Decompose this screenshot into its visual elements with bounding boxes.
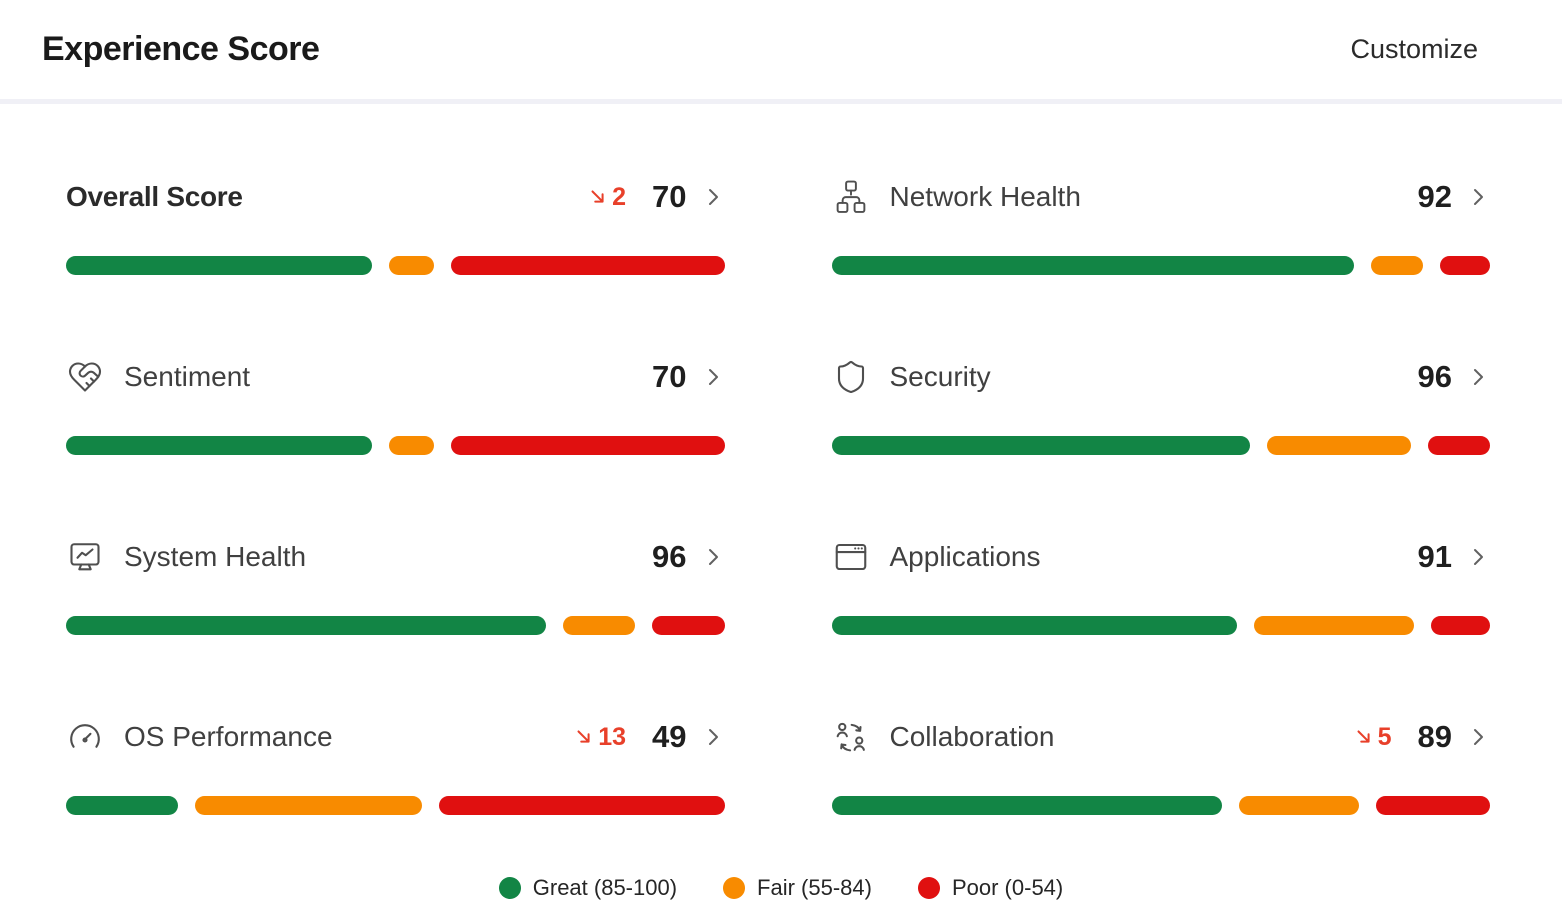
bar-segment-fair	[1239, 796, 1360, 815]
arrow-down-right-icon	[577, 730, 590, 743]
bar-segment-poor	[1427, 436, 1490, 455]
metric-label: Sentiment	[124, 361, 251, 392]
bar-segment-great	[831, 616, 1237, 635]
metric-card-applications[interactable]: Applications 91	[831, 536, 1491, 635]
score-distribution-bar	[66, 436, 725, 455]
customize-button[interactable]: Customize	[1350, 34, 1478, 64]
legend-item-great: Great (85-100)	[498, 875, 678, 901]
chevron-right-icon[interactable]	[701, 545, 725, 569]
bar-segment-fair	[195, 796, 423, 815]
metric-card-collaboration[interactable]: Collaboration 5 89	[831, 716, 1490, 815]
chevron-right-icon[interactable]	[1466, 185, 1490, 209]
page-title: Experience Score	[42, 30, 320, 68]
chevron-right-icon[interactable]	[1466, 545, 1490, 569]
metric-score: 89	[1417, 719, 1452, 754]
metric-score: 92	[1417, 179, 1452, 214]
shield-icon	[832, 358, 870, 396]
monitor-chart-icon	[66, 538, 104, 576]
score-distribution-bar	[66, 616, 725, 635]
score-distribution-bar	[831, 616, 1491, 635]
score-distribution-bar	[831, 256, 1490, 275]
score-decline-indicator: 2	[587, 183, 626, 212]
poor-dot-icon	[917, 877, 940, 899]
metric-card-system-health[interactable]: System Health 96	[66, 536, 725, 635]
bar-segment-fair	[1267, 436, 1411, 455]
metric-card-os-performance[interactable]: OS Performance 13 49	[66, 716, 725, 815]
metric-score: 70	[652, 179, 687, 214]
bar-segment-fair	[1253, 616, 1415, 635]
bar-segment-great	[831, 256, 1354, 275]
chevron-right-icon[interactable]	[701, 365, 725, 389]
app-window-icon	[832, 538, 870, 576]
metrics-grid: Overall Score 2 70	[66, 176, 1491, 815]
chevron-right-icon[interactable]	[701, 185, 725, 209]
score-distribution-bar	[831, 796, 1490, 815]
bar-segment-fair	[562, 616, 636, 635]
metric-score: 91	[1417, 539, 1452, 574]
heart-handshake-icon	[66, 358, 104, 396]
metric-label: Security	[889, 361, 991, 392]
bar-segment-great	[66, 796, 178, 815]
legend-item-fair: Fair (55-84)	[723, 875, 872, 901]
bar-segment-fair	[388, 256, 435, 275]
great-dot-icon	[498, 877, 521, 899]
metric-label: Collaboration	[889, 721, 1055, 752]
arrow-down-right-icon	[1357, 730, 1370, 743]
network-icon	[832, 178, 870, 216]
score-decline-indicator: 13	[573, 723, 626, 752]
bar-segment-poor	[1431, 616, 1491, 635]
bar-segment-great	[66, 616, 546, 635]
bar-segment-great	[66, 436, 372, 455]
page-header: Experience Score Customize	[0, 0, 1562, 99]
metric-score: 96	[652, 539, 687, 574]
score-decline-indicator: 5	[1353, 723, 1392, 752]
legend-item-poor: Poor (0-54)	[917, 875, 1064, 901]
metric-score: 49	[652, 719, 687, 754]
bar-segment-poor	[451, 436, 725, 455]
metric-score: 96	[1417, 359, 1452, 394]
score-distribution-bar	[66, 796, 725, 815]
bar-segment-poor	[439, 796, 725, 815]
bar-segment-poor	[1376, 796, 1490, 815]
bar-segment-great	[66, 256, 372, 275]
metric-card-overall-score[interactable]: Overall Score 2 70	[66, 176, 725, 275]
score-distribution-bar	[66, 256, 725, 275]
legend-label: Fair (55-84)	[757, 875, 872, 900]
chevron-right-icon[interactable]	[701, 725, 725, 749]
chevron-right-icon[interactable]	[1466, 365, 1490, 389]
bar-segment-great	[831, 436, 1251, 455]
metric-card-network-health[interactable]: Network Health 92	[831, 176, 1490, 275]
score-distribution-bar	[831, 436, 1490, 455]
bar-segment-great	[831, 796, 1223, 815]
score-legend: Great (85-100) Fair (55-84) Poor (0-54)	[0, 875, 1562, 901]
bar-segment-poor	[451, 256, 725, 275]
metric-score: 70	[652, 359, 687, 394]
metric-label: Overall Score	[66, 181, 243, 212]
header-divider	[0, 99, 1562, 104]
fair-dot-icon	[723, 877, 746, 899]
gauge-icon	[66, 718, 104, 756]
metric-card-security[interactable]: Security 96	[831, 356, 1490, 455]
bar-segment-poor	[652, 616, 725, 635]
metric-label: OS Performance	[124, 721, 333, 752]
legend-label: Great (85-100)	[532, 875, 678, 900]
bar-segment-fair	[1370, 256, 1424, 275]
metric-label: System Health	[124, 541, 307, 572]
metric-label: Applications	[889, 541, 1041, 572]
arrow-down-right-icon	[591, 190, 604, 203]
legend-label: Poor (0-54)	[951, 875, 1064, 900]
bar-segment-poor	[1440, 256, 1490, 275]
metric-label: Network Health	[889, 181, 1081, 212]
metric-card-sentiment[interactable]: Sentiment 70	[66, 356, 725, 455]
chevron-right-icon[interactable]	[1466, 725, 1490, 749]
people-exchange-icon	[832, 718, 870, 756]
bar-segment-fair	[388, 436, 435, 455]
